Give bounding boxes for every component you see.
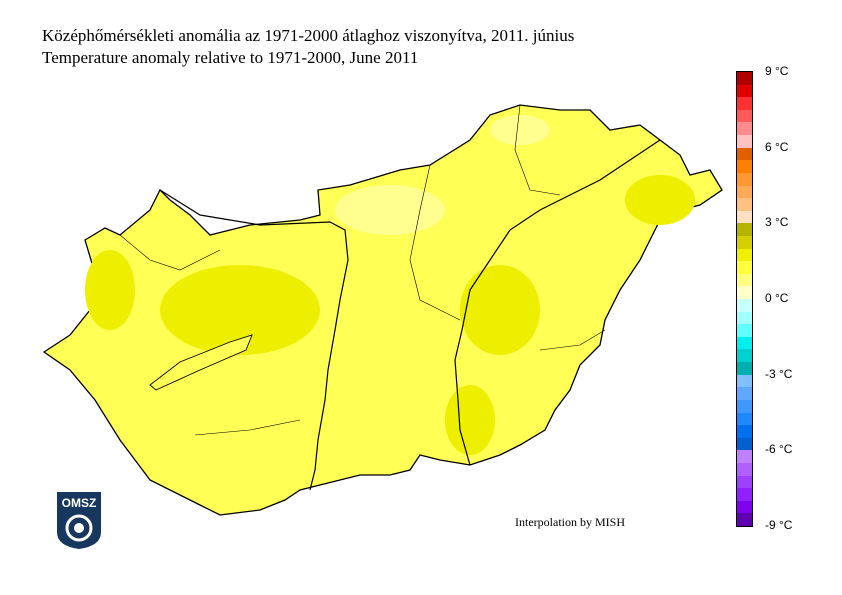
warm-patch	[160, 265, 320, 355]
legend-tick-label: 9 °C	[765, 64, 789, 78]
legend-tick-label: -9 °C	[765, 518, 793, 532]
legend-tick-label: -3 °C	[765, 366, 793, 381]
legend-swatch	[737, 399, 752, 413]
county-border	[514, 104, 561, 196]
svg-text:OMSZ: OMSZ	[62, 496, 97, 510]
legend-swatch	[737, 349, 752, 363]
legend-swatch	[737, 311, 752, 325]
legend-tick-label: 0 °C	[765, 291, 789, 305]
legend-swatch	[737, 299, 752, 313]
legend-swatch	[737, 488, 752, 502]
cool-patch	[335, 185, 445, 235]
legend-swatch	[737, 109, 752, 123]
cool-patch	[490, 115, 550, 145]
warm-patch	[85, 250, 135, 330]
legend-swatch	[737, 500, 752, 514]
lake-balaton	[149, 334, 253, 391]
title-english: Temperature anomaly relative to 1971-200…	[42, 48, 419, 67]
legend-swatch	[737, 475, 752, 489]
legend-swatch	[737, 437, 752, 451]
legend-swatch	[737, 387, 752, 401]
legend-swatch	[737, 160, 752, 174]
legend-swatch	[737, 135, 752, 149]
legend-swatch	[737, 362, 752, 376]
legend-swatch	[737, 172, 752, 186]
legend-tick-label: -6 °C	[765, 442, 793, 457]
legend-swatch	[737, 147, 752, 161]
warm-patch	[445, 385, 495, 455]
legend-swatch	[737, 261, 752, 275]
county-border	[194, 419, 301, 436]
legend-swatch	[737, 273, 752, 287]
legend-swatch	[737, 97, 752, 111]
legend-swatch	[737, 412, 752, 426]
legend-swatch	[737, 462, 752, 477]
legend-swatch	[737, 286, 752, 300]
omsz-logo: OMSZ	[57, 492, 101, 549]
tisza-river	[454, 139, 661, 466]
legend-swatch	[737, 248, 752, 262]
legend-swatch	[737, 198, 752, 212]
title-hungarian: Középhőmérsékleti anomália az 1971-2000 …	[42, 26, 575, 45]
legend-swatch	[737, 235, 752, 250]
county-border	[409, 164, 461, 321]
legend-tick-label: 3 °C	[765, 215, 789, 230]
legend-frame	[736, 71, 753, 527]
legend-swatch	[737, 72, 752, 86]
danube-river	[159, 189, 349, 491]
legend-swatch	[737, 425, 752, 439]
warm-patch	[460, 265, 540, 355]
warm-patch	[625, 175, 695, 225]
legend-swatch	[737, 513, 752, 527]
interpolation-credit: Interpolation by MISH	[515, 515, 625, 529]
legend-swatch	[737, 374, 752, 388]
legend-swatch	[737, 223, 752, 237]
legend-swatch	[737, 450, 752, 464]
county-border	[119, 234, 221, 271]
legend-swatch	[737, 210, 752, 224]
legend-swatch	[737, 336, 752, 350]
warm-patches	[85, 175, 695, 455]
county-border	[539, 329, 606, 351]
legend-tick-label: 6 °C	[765, 139, 789, 154]
country-outline	[42, 104, 723, 516]
legend-swatch	[737, 324, 752, 338]
legend-swatch	[737, 84, 752, 98]
legend-swatch	[737, 122, 752, 136]
legend-swatch	[737, 185, 752, 199]
